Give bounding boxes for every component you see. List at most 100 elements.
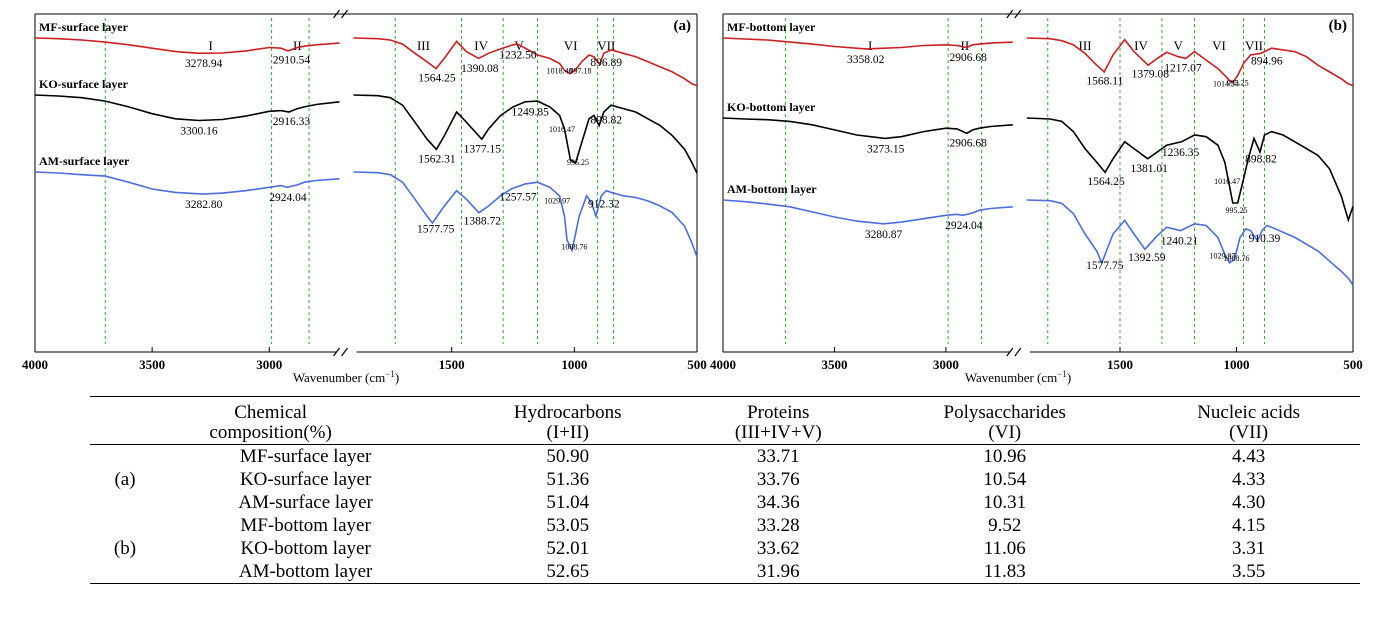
row-name: MF-surface layer: [239, 446, 372, 467]
row-name: AM-surface layer: [238, 492, 373, 513]
header-polysaccharides: Polysaccharides (VI): [943, 402, 1066, 443]
peak-annotation: 910.39: [1249, 233, 1281, 245]
cell-nucleic-acids: 3.55: [1232, 561, 1266, 582]
peak-annotation: 1217.07: [1164, 63, 1202, 75]
x-tick-label: 3000: [256, 357, 282, 372]
table-row: (b) MF-bottom layer 53.05 33.28 9.52 4.1…: [90, 514, 1360, 559]
series-line-right: [1026, 37, 1354, 87]
x-tick-label: 500: [1343, 357, 1363, 372]
peak-annotation: 912.32: [588, 198, 620, 210]
peak-annotation: 1236.35: [1162, 147, 1200, 159]
cell-hydrocarbons: 51.36: [546, 469, 590, 490]
cell-proteins: 33.71: [756, 446, 800, 467]
table-row: KO-bottom layer 52.01 33.62 11.06 3.31: [90, 537, 1360, 560]
peak-annotation: 1568.11: [1086, 76, 1123, 88]
group-label-a: (a): [114, 469, 136, 490]
peak-annotation: 1564.25: [418, 72, 456, 84]
peak-annotation: 1392.59: [1128, 252, 1166, 264]
peak-annotation: 3278.94: [185, 58, 223, 70]
peak-annotation: 1014.54: [1213, 80, 1239, 89]
series-name: AM-surface layer: [39, 154, 130, 168]
cell-nucleic-acids: 4.30: [1232, 492, 1266, 513]
x-tick-label: 3500: [139, 357, 165, 372]
peak-annotation: 894.96: [1251, 55, 1283, 67]
series-line-left: [34, 37, 340, 55]
cell-proteins: 33.62: [756, 538, 800, 559]
peak-annotation: 1564.25: [1087, 176, 1125, 188]
band-label: V: [1174, 38, 1184, 53]
cell-polysaccharides: 9.52: [988, 515, 1022, 536]
series-line-right: [1026, 117, 1354, 223]
band-label: VI: [1212, 38, 1226, 53]
ftir-figure: 4000 3500 3000 1500 1000 500 Wavenumber (cm−1)…: [22, 9, 1363, 385]
peak-annotation: 997.18: [569, 66, 591, 75]
peak-annotation: 1008.76: [561, 243, 587, 252]
header-chemical-composition: Chemical composition(%): [209, 402, 332, 443]
series-line-right: [353, 171, 698, 258]
header-proteins: Proteins (III+IV+V): [734, 402, 822, 443]
peak-annotation: 995.25: [567, 158, 589, 167]
cell-polysaccharides: 11.83: [983, 561, 1026, 582]
row-name: MF-bottom layer: [240, 515, 371, 536]
band-label: II: [293, 38, 302, 53]
peak-annotation: 1029.97: [544, 197, 570, 206]
axis-break-bottom: [333, 347, 348, 357]
table-row: AM-surface layer 51.04 34.36 10.31 4.30: [90, 491, 1360, 514]
table-row: AM-bottom layer 52.65 31.96 11.83 3.55: [90, 560, 1360, 584]
x-tick-label: 4000: [710, 357, 736, 372]
series-line-left: [34, 94, 340, 122]
peak-annotation: 2924.04: [945, 220, 983, 232]
peak-annotation: 1249.85: [511, 107, 549, 119]
row-name: KO-bottom layer: [240, 538, 371, 559]
series-line-left: [34, 171, 340, 195]
cell-nucleic-acids: 4.33: [1232, 469, 1266, 490]
peak-annotation: 1008.76: [1224, 254, 1250, 263]
peak-annotation: 2906.68: [950, 52, 988, 64]
peak-annotation: 1232.50: [499, 49, 537, 61]
cell-hydrocarbons: 51.04: [546, 492, 590, 513]
band-label: I: [209, 38, 213, 53]
series-name: KO-bottom layer: [727, 100, 816, 114]
x-tick-label: 3000: [933, 357, 959, 372]
peak-annotation: 2916.33: [273, 116, 311, 128]
cell-hydrocarbons: 52.65: [546, 561, 590, 582]
peak-annotation: 2910.54: [273, 55, 311, 67]
peak-annotation: 995.25: [1227, 78, 1249, 87]
peak-annotation: 1257.57: [499, 192, 537, 204]
peak-annotation: 1577.75: [1086, 260, 1124, 272]
header-hydrocarbons: Hydrocarbons (I+II): [513, 402, 622, 443]
band-label: III: [417, 38, 430, 53]
cell-polysaccharides: 10.54: [983, 469, 1027, 490]
series-name: MF-surface layer: [39, 20, 129, 34]
series-line-right: [353, 94, 698, 174]
cell-nucleic-acids: 4.15: [1232, 515, 1266, 536]
series-name: AM-bottom layer: [727, 182, 817, 196]
peak-annotation: 2906.68: [950, 137, 988, 149]
series-name: KO-surface layer: [39, 77, 129, 91]
cell-polysaccharides: 11.06: [983, 538, 1026, 559]
axis-break-top: [1006, 9, 1022, 19]
series-line-right: [1026, 199, 1354, 286]
cell-hydrocarbons: 53.05: [546, 515, 590, 536]
series-line-left: [722, 37, 1013, 50]
peak-annotation: 1029.97: [1210, 252, 1236, 261]
series-line-left: [722, 117, 1013, 140]
x-axis-label: Wavenumber (cm−1): [965, 369, 1071, 385]
series-line-right: [353, 37, 698, 87]
x-axis-label: Wavenumber (cm−1): [293, 369, 399, 385]
cell-nucleic-acids: 4.43: [1232, 446, 1266, 467]
peak-annotation: 3300.16: [180, 126, 218, 138]
peak-annotation: 1388.72: [464, 215, 502, 227]
peak-annotation: 896.89: [590, 57, 622, 69]
peak-annotation: 1016.47: [1214, 177, 1240, 186]
cell-hydrocarbons: 52.01: [546, 538, 590, 559]
x-tick-label: 1500: [1107, 357, 1133, 372]
series-name: MF-bottom layer: [727, 20, 816, 34]
table-header-row: Chemical composition(%) Hydrocarbons (I+…: [90, 396, 1360, 445]
axis-break-top: [333, 9, 348, 19]
axis-break-bottom: [1006, 347, 1022, 357]
peak-annotation: 3280.87: [865, 229, 903, 241]
composition-table: Chemical composition(%) Hydrocarbons (I+…: [90, 396, 1360, 584]
table-row: (a) MF-surface layer 50.90 33.71 10.96 4…: [90, 445, 1360, 490]
series-line-left: [722, 199, 1013, 225]
